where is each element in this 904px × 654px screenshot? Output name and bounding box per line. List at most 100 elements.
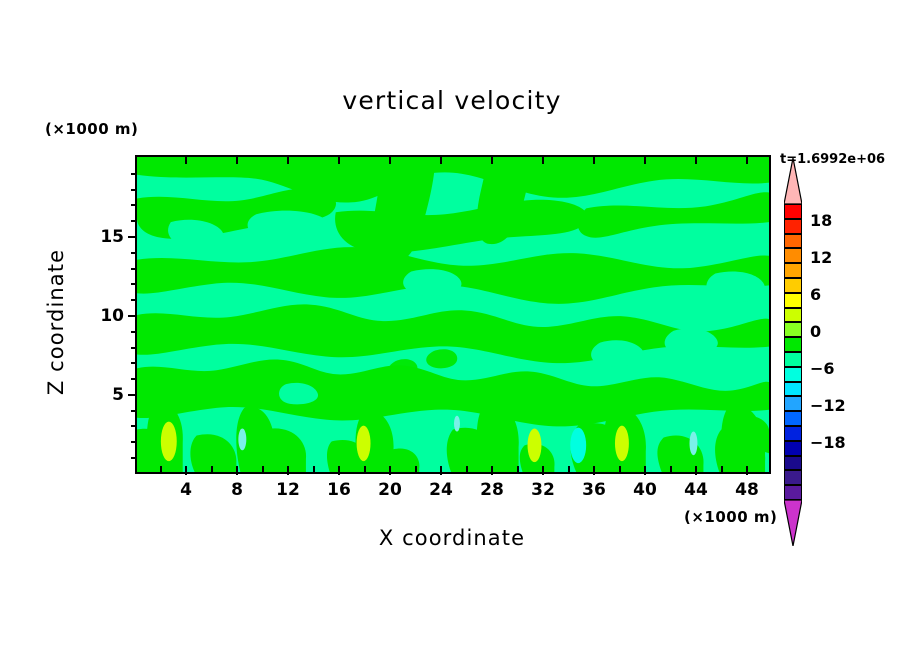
colorbar-band: [784, 455, 802, 471]
colorbar: 18 12 6 0 −6 −12 −18: [784, 158, 846, 546]
fine-structure-detail: [388, 349, 674, 410]
y-minor-tick: [131, 331, 137, 333]
timestamp-annotation: t=1.6992e+06: [780, 152, 886, 167]
chart-title: vertical velocity: [342, 86, 562, 115]
x-minor-tick: [262, 466, 264, 472]
x-major-tick-top: [593, 155, 595, 164]
y-minor-tick: [131, 457, 137, 459]
y-tick-label: 15: [100, 227, 124, 247]
colorbar-band: [784, 233, 802, 249]
x-tick-label: 8: [231, 480, 243, 500]
x-major-tick-top: [644, 155, 646, 164]
colorbar-cap-top: [784, 158, 802, 204]
y-minor-tick: [131, 441, 137, 443]
colorbar-band: [784, 337, 802, 352]
contour-plot-area: [135, 155, 771, 474]
colorbar-band: [784, 292, 802, 308]
colorbar-band: [784, 322, 802, 338]
y-tick-label: 10: [100, 306, 124, 326]
x-tick-label: 16: [327, 480, 351, 500]
y-minor-tick: [131, 268, 137, 270]
colorbar-tick-label: −6: [810, 359, 835, 378]
y-minor-tick: [131, 425, 137, 427]
colorbar-band: [784, 204, 802, 219]
x-minor-tick: [313, 466, 315, 472]
x-major-tick: [236, 466, 238, 475]
x-major-tick-top: [746, 155, 748, 164]
x-tick-label: 32: [531, 480, 555, 500]
x-tick-label: 20: [378, 480, 402, 500]
y-major-tick: [128, 394, 137, 396]
x-tick-label: 12: [276, 480, 300, 500]
x-tick-label: 36: [582, 480, 606, 500]
x-major-tick: [695, 466, 697, 475]
y-minor-tick: [131, 378, 137, 380]
x-tick-label: 28: [480, 480, 504, 500]
negative-extrema-blobs: [238, 415, 698, 464]
x-major-tick: [593, 466, 595, 475]
x-major-tick: [338, 466, 340, 475]
y-axis-unit-label: (×1000 m): [45, 120, 139, 138]
colorbar-band: [784, 396, 802, 412]
x-minor-tick: [721, 466, 723, 472]
x-major-tick: [185, 466, 187, 475]
y-axis-title: Z coordinate: [44, 248, 68, 396]
colorbar-band: [784, 440, 802, 456]
y-minor-tick: [131, 362, 137, 364]
x-minor-tick: [517, 466, 519, 472]
y-minor-tick: [131, 220, 137, 222]
y-minor-tick: [131, 283, 137, 285]
y-minor-tick: [131, 204, 137, 206]
y-minor-tick: [131, 173, 137, 175]
x-major-tick: [440, 466, 442, 475]
colorbar-band: [784, 218, 802, 234]
y-major-tick: [128, 236, 137, 238]
x-axis-unit-label: (×1000 m): [684, 508, 778, 526]
x-major-tick: [644, 466, 646, 475]
y-minor-tick: [131, 189, 137, 191]
x-minor-tick: [211, 466, 213, 472]
colorbar-band: [784, 307, 802, 323]
x-major-tick-top: [287, 155, 289, 164]
x-minor-tick: [466, 466, 468, 472]
colorbar-cap-bottom: [784, 500, 802, 546]
x-minor-tick: [160, 466, 162, 472]
y-minor-tick: [131, 410, 137, 412]
colorbar-tick-label: −12: [810, 396, 846, 415]
x-minor-tick: [415, 466, 417, 472]
x-tick-label: 24: [429, 480, 453, 500]
x-tick-label: 40: [633, 480, 657, 500]
x-major-tick: [389, 466, 391, 475]
x-tick-label: 48: [735, 480, 759, 500]
x-major-tick-top: [185, 155, 187, 164]
x-major-tick-top: [695, 155, 697, 164]
colorbar-band: [784, 366, 802, 382]
negative-green-inclusions: [168, 210, 766, 405]
positive-extrema-blobs: [160, 421, 629, 463]
x-tick-label: 44: [684, 480, 708, 500]
x-major-tick-top: [236, 155, 238, 164]
colorbar-tick-label: 0: [810, 322, 822, 341]
x-minor-tick: [364, 466, 366, 472]
x-major-tick: [287, 466, 289, 475]
x-minor-tick: [619, 466, 621, 472]
colorbar-band: [784, 263, 802, 278]
colorbar-band: [784, 352, 802, 367]
contour-field: [137, 157, 769, 472]
x-major-tick: [542, 466, 544, 475]
colorbar-band: [784, 470, 802, 486]
x-major-tick: [491, 466, 493, 475]
colorbar-tick-label: −18: [810, 433, 846, 452]
x-axis-title: X coordinate: [378, 526, 526, 550]
colorbar-band: [784, 411, 802, 426]
x-major-tick-top: [542, 155, 544, 164]
colorbar-tick-label: 18: [810, 211, 833, 230]
colorbar-band: [784, 426, 802, 441]
y-minor-tick: [131, 347, 137, 349]
colorbar-band: [784, 278, 802, 293]
x-major-tick: [746, 466, 748, 475]
colorbar-tick-label: 6: [810, 285, 822, 304]
x-minor-tick: [568, 466, 570, 472]
y-minor-tick: [131, 252, 137, 254]
